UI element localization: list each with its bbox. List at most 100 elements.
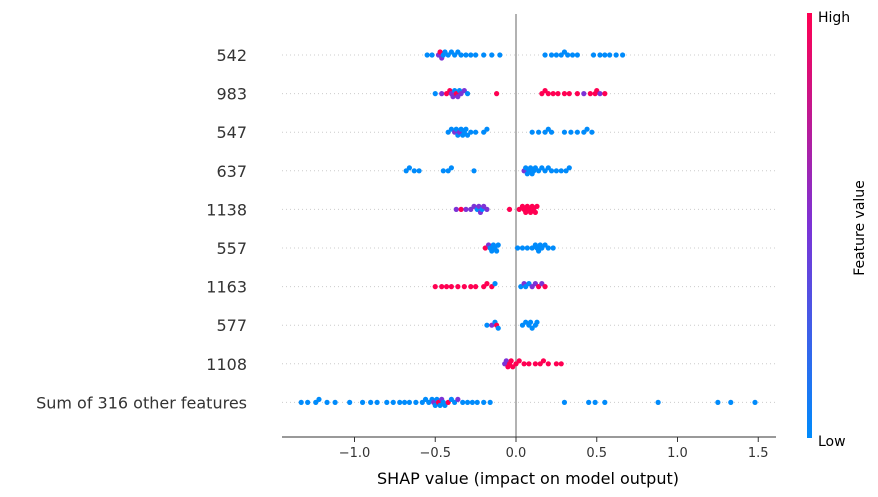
feature-label: 547: [216, 123, 247, 142]
shap-point: [413, 399, 419, 405]
shap-point: [566, 165, 572, 171]
shap-point: [439, 284, 445, 290]
shap-point: [561, 129, 568, 135]
shap-point: [558, 361, 564, 367]
shap-point: [406, 399, 413, 405]
feature-label: 983: [216, 85, 247, 104]
shap-point: [332, 399, 338, 405]
shap-point: [519, 245, 526, 251]
shap-point: [461, 284, 467, 290]
colorbar-title: Feature value: [852, 180, 868, 276]
shap-point: [463, 52, 469, 58]
feature-gridlines: [282, 54, 776, 403]
shap-point: [406, 165, 413, 171]
shap-points: [298, 49, 758, 408]
shap-point: [429, 52, 435, 58]
shap-point: [494, 248, 500, 254]
shap-point: [368, 399, 374, 405]
shap-point: [527, 319, 534, 325]
shap-point: [521, 361, 527, 367]
shap-point: [464, 399, 471, 405]
shap-point: [384, 399, 390, 405]
shap-point: [397, 399, 403, 405]
shap-point: [473, 129, 479, 135]
x-axis-label: SHAP value (impact on model output): [377, 469, 679, 488]
shap-point: [316, 396, 322, 402]
shap-point: [463, 126, 469, 132]
shap-point: [464, 91, 471, 97]
shap-point: [481, 52, 487, 58]
shap-point: [752, 399, 758, 405]
shap-point: [298, 399, 304, 405]
shap-point: [545, 361, 551, 367]
shap-point: [432, 91, 438, 97]
shap-point: [448, 165, 454, 171]
shap-point: [471, 168, 477, 174]
shap-point: [481, 399, 487, 405]
shap-point: [574, 52, 580, 58]
feature-label: 577: [216, 316, 247, 335]
shap-point: [534, 203, 540, 209]
shap-point: [495, 242, 501, 248]
shap-point: [474, 399, 480, 405]
shap-point: [728, 399, 734, 405]
feature-label: 542: [216, 46, 247, 65]
shap-point: [424, 52, 430, 58]
shap-point: [494, 91, 500, 97]
shap-point: [532, 361, 538, 367]
shap-point: [484, 281, 490, 287]
feature-label: 1163: [206, 278, 247, 297]
shap-point: [468, 284, 474, 290]
shap-point: [550, 245, 556, 251]
shap-point: [574, 91, 580, 97]
shap-point: [565, 52, 571, 58]
shap-point: [529, 129, 535, 135]
x-tick-label: 1.5: [748, 446, 769, 461]
colorbar-high-label: High: [818, 10, 850, 26]
shap-point: [558, 168, 564, 174]
shap-point: [390, 399, 396, 405]
shap-point: [469, 399, 475, 405]
shap-point: [473, 284, 479, 290]
x-tick-label: 0.0: [506, 446, 527, 461]
shap-point: [508, 358, 514, 364]
shap-point: [411, 168, 417, 174]
shap-point: [401, 399, 408, 405]
x-tick-label: −0.5: [419, 446, 451, 461]
shap-point: [374, 399, 380, 405]
shap-point: [574, 129, 580, 135]
shap-point: [524, 245, 530, 251]
shap-point: [324, 399, 330, 405]
shap-point: [305, 399, 311, 405]
shap-point: [458, 206, 464, 212]
shap-point: [545, 91, 551, 97]
shap-point: [581, 91, 587, 97]
shap-point: [484, 126, 490, 132]
shap-point: [602, 91, 608, 97]
shap-point: [553, 361, 559, 367]
shap-point: [586, 399, 592, 405]
feature-label: Sum of 316 other features: [36, 393, 247, 412]
shap-point: [569, 52, 576, 58]
shap-point: [602, 52, 608, 58]
shap-point: [553, 52, 559, 58]
shap-point: [455, 284, 461, 290]
shap-point: [506, 206, 513, 212]
feature-label: 557: [216, 239, 247, 258]
shap-point: [487, 399, 493, 405]
shap-point: [597, 52, 603, 58]
shap-point: [561, 91, 568, 97]
shap-point: [458, 52, 464, 58]
shap-point: [655, 399, 661, 405]
shap-point: [455, 396, 461, 402]
shap-point: [613, 52, 619, 58]
x-axis: −1.0 −0.5 0.0 0.5 1.0 1.5: [282, 436, 776, 461]
shap-point: [561, 399, 568, 405]
shap-point: [515, 245, 521, 251]
shap-point: [568, 129, 574, 135]
shap-point: [540, 358, 547, 364]
shap-point: [553, 168, 559, 174]
shap-point: [516, 358, 522, 364]
shap-point: [440, 168, 446, 174]
